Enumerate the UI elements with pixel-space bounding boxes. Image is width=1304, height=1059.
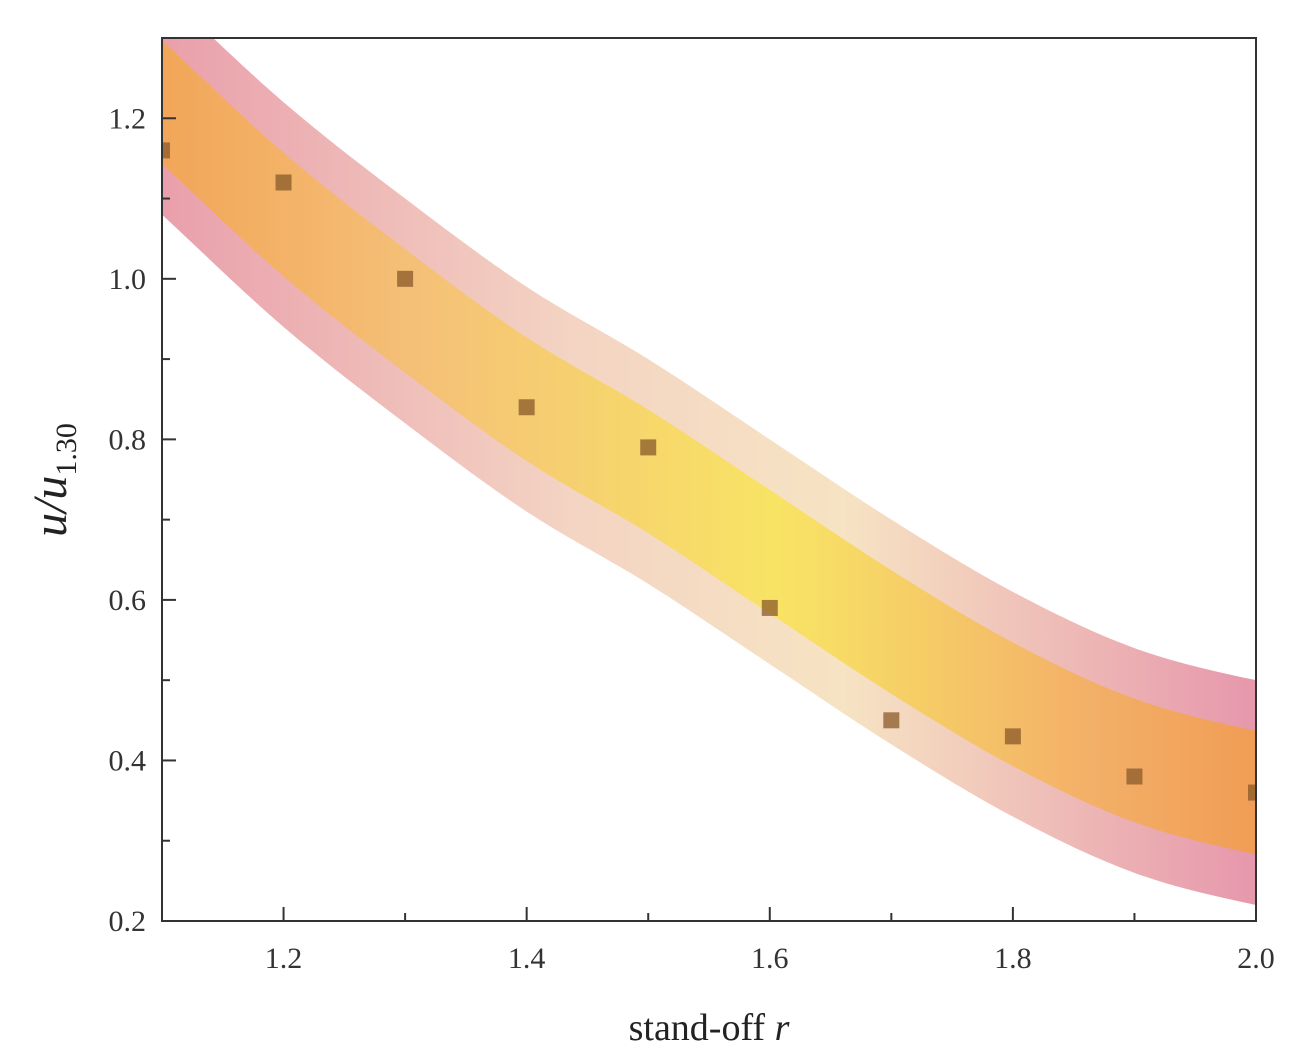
y-tick-label: 0.4 bbox=[109, 744, 147, 777]
data-point bbox=[518, 399, 535, 416]
x-axis-title: stand-off r bbox=[629, 1007, 790, 1049]
y-tick-label: 0.6 bbox=[109, 584, 147, 617]
y-tick-label: 0.2 bbox=[109, 905, 147, 938]
band-inner bbox=[162, 40, 1256, 855]
y-tick-label: 1.0 bbox=[109, 263, 147, 296]
x-tick-label: 1.4 bbox=[508, 942, 546, 975]
data-point bbox=[1126, 768, 1143, 785]
y-tick-label: 0.8 bbox=[109, 423, 147, 456]
data-point bbox=[1248, 784, 1256, 801]
y-axis-title-main: u/u bbox=[24, 476, 77, 537]
data-point bbox=[761, 599, 778, 616]
y-axis-title-sub: 1.30 bbox=[50, 423, 83, 476]
data-point bbox=[1004, 728, 1021, 745]
y-tick-label: 1.2 bbox=[109, 102, 147, 135]
tick-labels: 1.2 1.4 1.6 1.8 2.0 0.2 0.4 0.6 0.8 1.0 1.2 bbox=[109, 102, 1275, 975]
axis-ticks bbox=[161, 37, 1257, 922]
svg-text:u/u1.30: u/u1.30 bbox=[24, 423, 83, 537]
data-point bbox=[640, 439, 657, 456]
x-tick-label: 1.2 bbox=[265, 942, 303, 975]
data-point bbox=[397, 270, 414, 287]
x-tick-label: 1.6 bbox=[751, 942, 789, 975]
x-tick-label: 2.0 bbox=[1237, 942, 1275, 975]
data-point bbox=[883, 712, 900, 729]
data-point bbox=[275, 174, 292, 191]
y-axis-title: u/u1.30 bbox=[24, 423, 83, 537]
plot-frame bbox=[161, 37, 1257, 922]
data-point bbox=[162, 142, 170, 159]
confidence-band bbox=[162, 38, 1256, 905]
data-markers bbox=[162, 142, 1256, 801]
x-tick-label: 1.8 bbox=[994, 942, 1032, 975]
